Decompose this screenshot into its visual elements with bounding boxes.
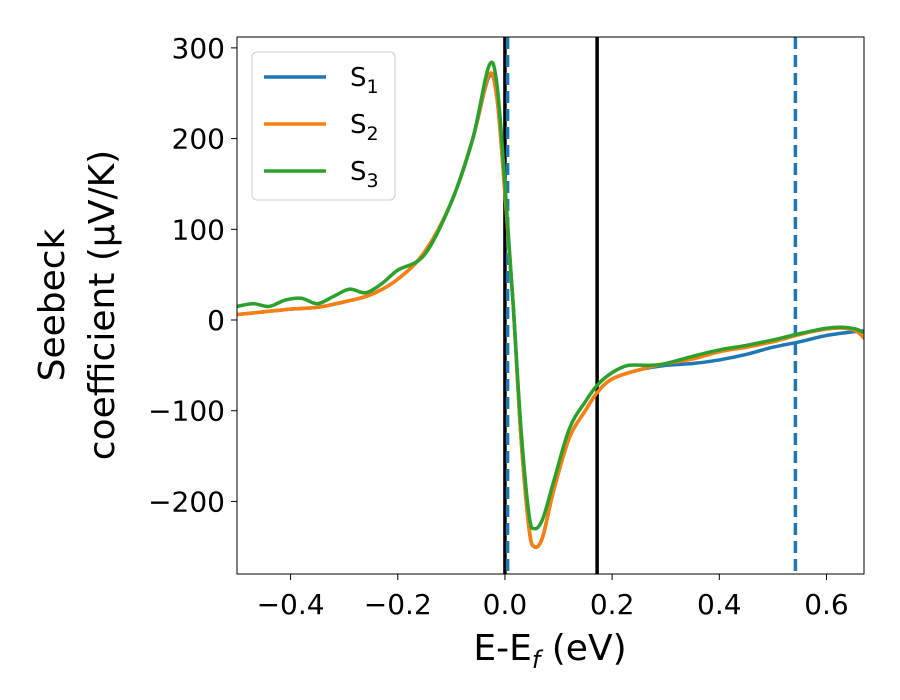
- series-line-s3: [237, 60, 864, 531]
- x-tick-label: 0.2: [590, 588, 635, 621]
- reference-lines: [503, 37, 798, 574]
- y-axis-label-line2: coefficient (μV/K): [82, 150, 123, 460]
- x-tick-label: −0.4: [257, 588, 325, 621]
- series-line-s2: [237, 71, 864, 550]
- legend-label-s2: S2: [350, 110, 379, 145]
- legend-label-s3: S3: [350, 157, 379, 192]
- legend-box: [251, 51, 396, 201]
- series-lines: [237, 60, 864, 550]
- y-axis-ticks: 300 200 100 0 −100 −200: [148, 32, 237, 518]
- x-tick-label: 0.4: [697, 588, 742, 621]
- legend: S1 S2 S3: [251, 51, 396, 201]
- y-tick-label: −200: [148, 485, 225, 518]
- x-axis-label: E-Ef (eV): [473, 628, 626, 674]
- y-tick-label: −100: [148, 395, 225, 428]
- legend-label-s1: S1: [350, 63, 379, 98]
- x-tick-label: −0.2: [364, 588, 432, 621]
- y-axis-label-line1: Seebeck: [32, 228, 73, 381]
- y-axis-label: Seebeck coefficient (μV/K): [32, 150, 123, 460]
- plot-frame: [236, 36, 865, 575]
- x-tick-label: 0.0: [483, 588, 528, 621]
- x-tick-label: 0.6: [804, 588, 849, 621]
- y-tick-label: 100: [172, 213, 225, 246]
- y-tick-label: 200: [172, 123, 225, 156]
- y-tick-label: 0: [207, 304, 225, 337]
- x-axis-ticks: −0.4 −0.2 0.0 0.2 0.4 0.6: [257, 574, 849, 621]
- y-tick-label: 300: [172, 32, 225, 65]
